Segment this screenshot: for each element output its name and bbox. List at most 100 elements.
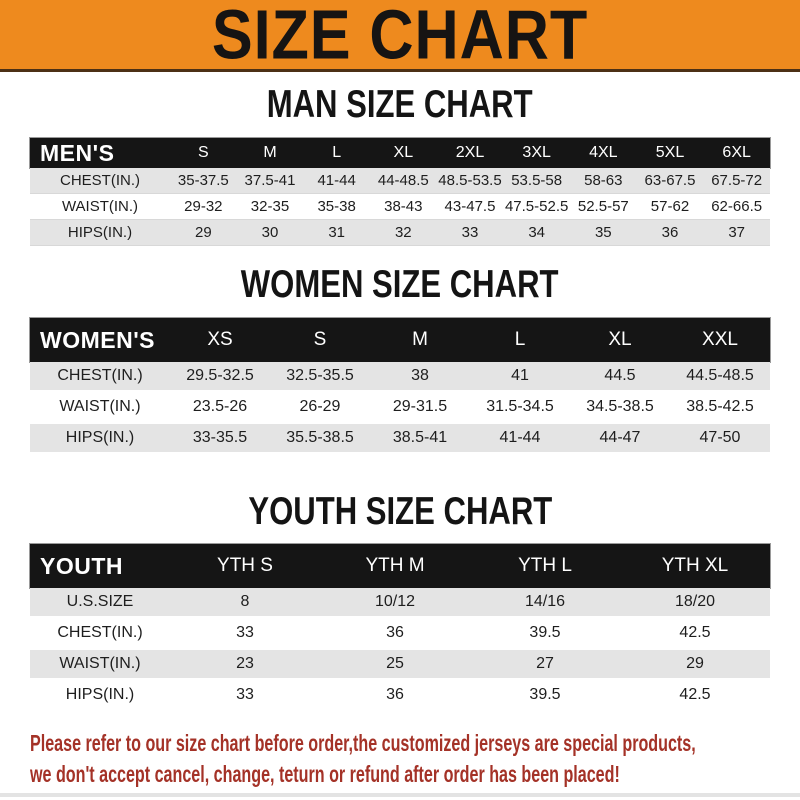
table-cell: 38.5-42.5	[686, 398, 754, 415]
table-cell: 41	[511, 367, 529, 384]
row-label: CHEST(IN.)	[57, 624, 143, 641]
table-cell: 23.5-26	[192, 398, 248, 415]
table-cell: 36	[386, 624, 404, 641]
size-column-header: XS	[207, 329, 233, 350]
table-row: WAIST(IN.) 29-32 32-35 35-38 38-43 43-47.5 47.…	[30, 194, 770, 220]
table-cell: 31	[328, 224, 345, 241]
women-size-chart-heading-text: WOMEN SIZE CHART	[241, 261, 559, 306]
row-label: HIPS(IN.)	[67, 224, 133, 241]
table-cell: 33-35.5	[192, 429, 248, 446]
table-row: WAIST(IN.) 23 25 27 29	[30, 650, 770, 681]
footer-line-1: Please refer to our size chart before or…	[30, 728, 800, 759]
row-label: WAIST(IN.)	[61, 198, 139, 215]
table-cell: 42.5	[679, 624, 711, 641]
men-size-table: MEN'S S M L XL 2XL 3XL 4XL 5XL 6XL CHEST(IN.) 35-37…	[30, 138, 770, 246]
table-cell: 34.5-38.5	[586, 398, 654, 415]
table-cell: 57-62	[650, 198, 690, 215]
table-header-band: WOMEN'S XS S M L XL XXL	[30, 318, 770, 362]
size-column-header: XXL	[702, 329, 738, 350]
footer-line-2: we don't accept cancel, change, teturn o…	[30, 759, 800, 790]
row-label: WAIST(IN.)	[59, 398, 141, 415]
table-cell: 52.5-57	[577, 198, 629, 215]
size-column-header: XL	[608, 329, 632, 350]
table-cell: 38	[411, 367, 429, 384]
table-cell: 62-66.5	[711, 198, 763, 215]
table-cell: 14/16	[524, 593, 566, 610]
table-cell: 27	[536, 655, 554, 672]
banner-title: SIZE CHART	[211, 0, 589, 74]
table-band-label: MEN'S	[40, 139, 115, 166]
size-column-header: 4XL	[589, 144, 618, 161]
table-cell: 41-44	[317, 172, 356, 189]
table-cell: 26-29	[299, 398, 341, 415]
youth-size-chart-heading-text: YOUTH SIZE CHART	[248, 488, 552, 533]
table-cell: 37	[728, 224, 745, 241]
table-band-label: YOUTH	[40, 552, 123, 579]
table-cell: 35	[594, 224, 612, 241]
row-label: CHEST(IN.)	[60, 172, 140, 189]
table-cell: 37.5-41	[244, 172, 296, 189]
table-cell: 38.5-41	[392, 429, 448, 446]
size-column-header: M	[412, 329, 428, 350]
row-label: HIPS(IN.)	[65, 686, 135, 703]
size-column-header: YTH XL	[661, 555, 729, 576]
size-column-header: 2XL	[455, 144, 485, 161]
table-cell: 34	[528, 224, 545, 241]
table-cell: 42.5	[679, 686, 711, 703]
size-column-header: M	[263, 144, 277, 161]
size-column-header: YTH S	[217, 555, 273, 576]
size-column-header: 5XL	[655, 144, 685, 161]
row-label: WAIST(IN.)	[59, 655, 141, 672]
table-cell: 39.5	[529, 624, 561, 641]
table-cell: 32.5-35.5	[286, 367, 354, 384]
table-cell: 36	[661, 224, 679, 241]
size-column-header: S	[197, 144, 209, 161]
table-row: CHEST(IN.) 35-37.5 37.5-41 41-44 44-48.5 48.5…	[30, 168, 770, 194]
table-cell: 48.5-53.5	[438, 172, 502, 189]
man-size-chart-heading: MAN SIZE CHART	[0, 81, 800, 126]
size-column-header: XL	[393, 144, 414, 161]
size-column-header: L	[332, 144, 342, 161]
table-row: HIPS(IN.) 29 30 31 32 33 34 35 36 37	[30, 220, 770, 246]
table-cell: 58-63	[584, 172, 623, 189]
size-column-header: YTH L	[518, 555, 572, 576]
table-cell: 44.5	[604, 367, 636, 384]
table-cell: 32-35	[250, 198, 290, 215]
table-cell: 31.5-34.5	[486, 398, 554, 415]
table-row: U.S.SIZE 8 10/12 14/16 18/20	[30, 588, 770, 619]
table-cell: 35-38	[317, 198, 356, 215]
row-label: HIPS(IN.)	[65, 429, 135, 446]
table-cell: 63-67.5	[644, 172, 696, 189]
table-cell: 44-47	[599, 429, 641, 446]
table-row: WAIST(IN.) 23.5-26 26-29 29-31.5 31.5-34.5 34…	[30, 393, 770, 424]
table-cell: 47-50	[699, 429, 741, 446]
table-cell: 35.5-38.5	[286, 429, 354, 446]
table-cell: 32	[394, 224, 412, 241]
row-label: CHEST(IN.)	[57, 367, 143, 384]
table-header-band: YOUTH YTH S YTH M YTH L YTH XL	[30, 544, 770, 588]
table-cell: 23	[236, 655, 254, 672]
table-cell: 44.5-48.5	[686, 367, 754, 384]
footer-line-2-text: we don't accept cancel, change, teturn o…	[30, 761, 620, 787]
size-column-header: 6XL	[722, 144, 751, 161]
table-cell: 33	[236, 624, 254, 641]
table-cell: 25	[386, 655, 404, 672]
size-column-header: YTH M	[365, 555, 425, 576]
table-cell: 39.5	[529, 686, 561, 703]
table-cell: 41-44	[499, 429, 541, 446]
table-cell: 47.5-52.5	[504, 198, 569, 215]
table-cell: 8	[240, 593, 250, 610]
man-size-chart-heading-text: MAN SIZE CHART	[267, 81, 533, 126]
table-cell: 44-48.5	[377, 172, 429, 189]
table-band-label: WOMEN'S	[40, 326, 156, 353]
size-column-header: S	[313, 329, 327, 350]
size-column-header: L	[514, 329, 526, 350]
youth-size-table: YOUTH YTH S YTH M YTH L YTH XL U.S.SIZE 8 10/12…	[30, 544, 770, 712]
table-cell: 53.5-58	[511, 172, 563, 189]
table-cell: 29.5-32.5	[186, 367, 254, 384]
table-cell: 43-47.5	[444, 198, 496, 215]
table-cell: 38-43	[384, 198, 423, 215]
table-row: HIPS(IN.) 33 36 39.5 42.5	[30, 681, 770, 712]
table-cell: 29-32	[184, 198, 223, 215]
size-chart-banner: SIZE CHART	[0, 0, 800, 72]
